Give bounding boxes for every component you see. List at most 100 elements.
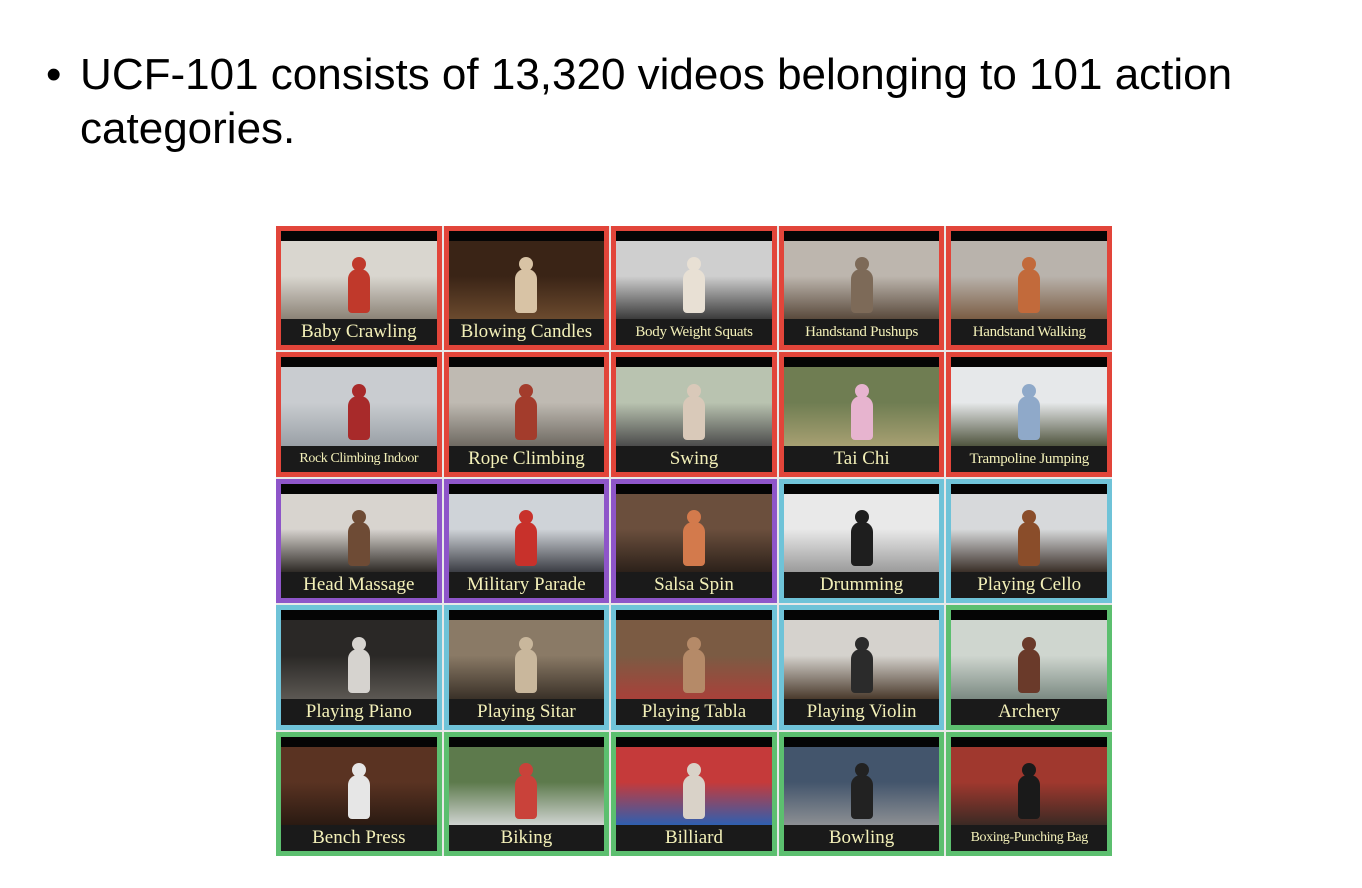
category-tile: Blowing Candles xyxy=(443,226,610,351)
bullet-glyph: • xyxy=(46,50,62,99)
video-frame: Body Weight Squats xyxy=(616,231,772,346)
category-label: Body Weight Squats xyxy=(616,319,772,346)
category-label: Swing xyxy=(616,445,772,472)
video-frame: Biking xyxy=(448,736,605,851)
video-thumbnail xyxy=(448,367,605,446)
category-label: Baby Crawling xyxy=(281,319,437,346)
person-figure xyxy=(850,257,873,314)
person-figure xyxy=(515,636,538,693)
letterbox-bar xyxy=(281,610,437,621)
letterbox-bar xyxy=(783,357,940,368)
category-tile: Swing xyxy=(611,352,777,477)
category-tile: Handstand Pushups xyxy=(778,226,945,351)
letterbox-bar xyxy=(281,231,437,241)
letterbox-bar xyxy=(783,736,940,747)
person-figure xyxy=(850,763,873,819)
category-tile: Tai Chi xyxy=(778,352,945,477)
video-thumbnail xyxy=(448,620,605,699)
person-figure xyxy=(515,257,538,314)
video-frame: Tai Chi xyxy=(783,357,940,472)
person-figure xyxy=(850,636,873,693)
category-label: Playing Violin xyxy=(783,698,940,725)
category-label: Playing Sitar xyxy=(448,698,605,725)
category-tile: Bowling xyxy=(778,731,945,856)
person-figure xyxy=(515,510,538,567)
person-figure xyxy=(515,383,538,440)
video-thumbnail xyxy=(448,493,605,573)
video-thumbnail xyxy=(951,620,1107,699)
person-figure xyxy=(347,510,370,567)
category-label: Salsa Spin xyxy=(616,572,772,599)
category-label: Tai Chi xyxy=(783,445,940,472)
video-thumbnail xyxy=(616,241,772,320)
letterbox-bar xyxy=(448,231,605,241)
letterbox-bar xyxy=(951,357,1107,368)
category-label: Handstand Pushups xyxy=(783,319,940,346)
category-tile: Handstand Walking xyxy=(946,226,1112,351)
video-frame: Billiard xyxy=(616,736,772,851)
video-thumbnail xyxy=(281,746,437,825)
video-frame: Playing Cello xyxy=(951,483,1107,599)
video-thumbnail xyxy=(951,367,1107,446)
person-figure xyxy=(1018,383,1041,440)
person-figure xyxy=(347,636,370,693)
letterbox-bar xyxy=(783,610,940,621)
letterbox-bar xyxy=(616,231,772,241)
letterbox-bar xyxy=(951,483,1107,494)
video-frame: Playing Piano xyxy=(281,610,437,725)
video-frame: Archery xyxy=(951,610,1107,725)
person-figure xyxy=(1018,257,1041,314)
category-label: Handstand Walking xyxy=(951,319,1107,346)
letterbox-bar xyxy=(616,736,772,747)
letterbox-bar xyxy=(951,231,1107,241)
category-tile: Archery xyxy=(946,605,1112,730)
person-figure xyxy=(347,383,370,440)
video-thumbnail xyxy=(281,367,437,446)
video-frame: Handstand Pushups xyxy=(783,231,940,346)
person-figure xyxy=(1018,763,1041,819)
video-thumbnail xyxy=(783,746,940,825)
category-tile: Salsa Spin xyxy=(611,478,777,604)
person-figure xyxy=(850,510,873,567)
video-frame: Drumming xyxy=(783,483,940,599)
video-thumbnail xyxy=(616,746,772,825)
video-thumbnail xyxy=(616,620,772,699)
video-frame: Salsa Spin xyxy=(616,483,772,599)
video-frame: Playing Sitar xyxy=(448,610,605,725)
category-label: Billiard xyxy=(616,825,772,851)
category-label: Biking xyxy=(448,825,605,851)
category-tile: Playing Piano xyxy=(276,605,442,730)
video-thumbnail xyxy=(448,241,605,320)
video-frame: Playing Violin xyxy=(783,610,940,725)
letterbox-bar xyxy=(616,357,772,368)
video-thumbnail xyxy=(448,746,605,825)
category-label: Military Parade xyxy=(448,572,605,599)
letterbox-bar xyxy=(448,483,605,494)
category-label: Head Massage xyxy=(281,572,437,599)
category-label: Playing Tabla xyxy=(616,698,772,725)
person-figure xyxy=(347,257,370,314)
video-thumbnail xyxy=(783,620,940,699)
category-label: Rope Climbing xyxy=(448,445,605,472)
person-figure xyxy=(682,763,705,819)
category-tile: Boxing-Punching Bag xyxy=(946,731,1112,856)
category-label: Bowling xyxy=(783,825,940,851)
category-label: Rock Climbing Indoor xyxy=(281,445,437,472)
category-label: Archery xyxy=(951,698,1107,725)
video-frame: Swing xyxy=(616,357,772,472)
category-tile: Biking xyxy=(443,731,610,856)
letterbox-bar xyxy=(448,736,605,747)
category-tile: Playing Tabla xyxy=(611,605,777,730)
letterbox-bar xyxy=(448,357,605,368)
video-thumbnail xyxy=(616,367,772,446)
video-frame: Blowing Candles xyxy=(448,231,605,346)
video-frame: Handstand Walking xyxy=(951,231,1107,346)
video-frame: Bench Press xyxy=(281,736,437,851)
letterbox-bar xyxy=(281,736,437,747)
category-tile: Drumming xyxy=(778,478,945,604)
category-tile: Playing Violin xyxy=(778,605,945,730)
category-tile: Playing Cello xyxy=(946,478,1112,604)
letterbox-bar xyxy=(951,610,1107,621)
person-figure xyxy=(515,763,538,819)
letterbox-bar xyxy=(281,483,437,494)
